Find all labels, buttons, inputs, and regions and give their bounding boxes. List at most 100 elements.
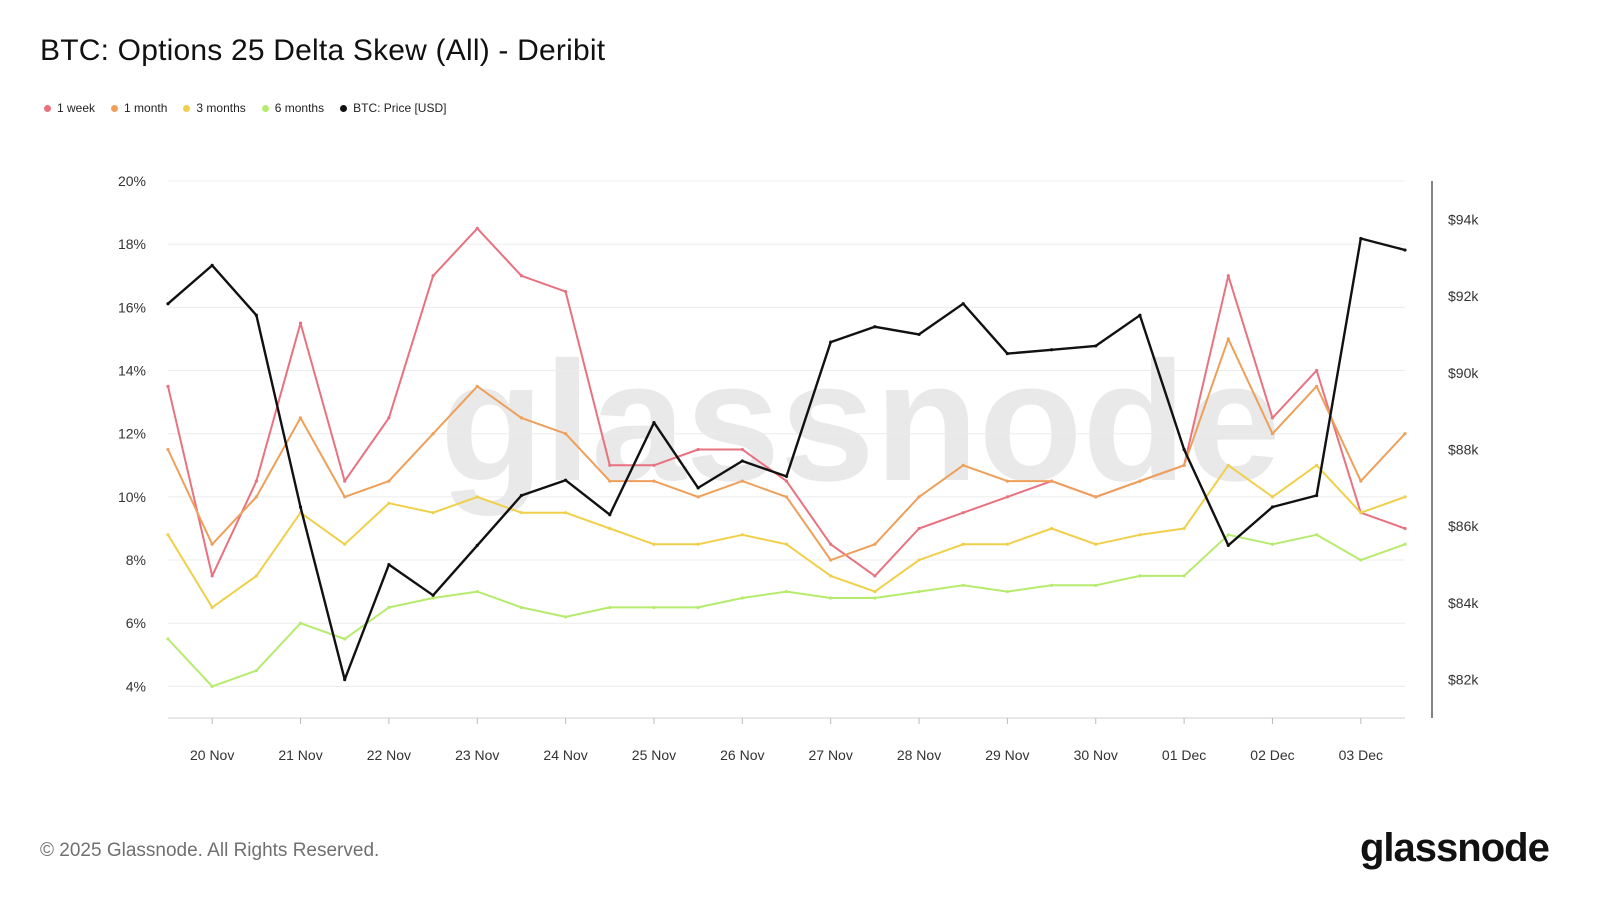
y-right-tick-label: $82k <box>1448 672 1479 688</box>
data-point-6-months <box>1315 533 1319 537</box>
data-point-1-month <box>343 495 347 499</box>
legend-dot-icon <box>261 104 269 112</box>
y-right-tick-label: $88k <box>1448 442 1479 458</box>
data-point-btc-price-usd <box>475 543 479 547</box>
legend-item-3-months[interactable]: 3 months <box>183 101 246 115</box>
data-point-btc-price-usd <box>343 678 347 682</box>
data-point-3-months <box>519 511 524 515</box>
glassnode-logo[interactable]: glassnode <box>1360 826 1550 870</box>
gridlines <box>168 180 1405 687</box>
data-point-6-months <box>475 590 479 594</box>
data-point-1-week <box>431 274 435 278</box>
legend: 1 week 1 month 3 months 6 months BTC: Pr… <box>44 101 446 115</box>
data-point-1-month <box>652 479 656 483</box>
legend-label: 3 months <box>196 101 246 115</box>
data-point-btc-price-usd <box>961 302 965 306</box>
legend-dot-icon <box>183 104 191 112</box>
data-point-1-month <box>1094 495 1098 499</box>
data-point-3-months <box>1049 526 1054 531</box>
data-point-btc-price-usd <box>1049 348 1054 352</box>
data-point-1-month <box>431 432 435 436</box>
data-point-1-month <box>475 384 479 388</box>
data-point-6-months <box>1270 542 1275 546</box>
x-tick-label: 02 Dec <box>1250 747 1294 763</box>
y-right-tick-label: $92k <box>1448 288 1479 304</box>
y-axis-right: $82k $84k $86k $88k $90k $92k $94k <box>1431 181 1479 718</box>
x-tick-label: 29 Nov <box>985 747 1029 763</box>
data-point-1-month <box>917 495 921 499</box>
series-line-6-months <box>167 533 1406 688</box>
data-point-3-months <box>254 574 258 578</box>
y-left-tick-label: 10% <box>118 489 146 505</box>
data-point-6-months <box>431 596 435 600</box>
x-tick-label: 22 Nov <box>367 747 411 763</box>
data-point-3-months <box>343 542 347 546</box>
data-point-6-months <box>1403 542 1407 546</box>
data-point-3-months <box>1094 542 1098 546</box>
data-point-1-week <box>829 542 833 546</box>
data-point-1-month <box>961 463 965 467</box>
data-point-1-week <box>652 463 656 467</box>
data-point-3-months <box>917 558 921 562</box>
data-point-btc-price-usd <box>254 313 258 317</box>
data-point-6-months <box>1359 558 1363 562</box>
data-point-6-months <box>387 605 391 610</box>
data-point-1-week <box>298 321 303 325</box>
data-point-3-months <box>1005 542 1009 546</box>
data-point-btc-price-usd <box>166 302 170 306</box>
data-point-1-week <box>917 526 921 531</box>
data-point-6-months <box>166 637 170 641</box>
x-tick-label: 01 Dec <box>1162 747 1206 763</box>
data-point-1-month <box>210 542 214 546</box>
data-point-1-month <box>1005 479 1009 483</box>
data-point-1-week <box>1315 368 1319 373</box>
y-right-tick-label: $84k <box>1448 595 1479 611</box>
legend-dot-icon <box>340 104 348 112</box>
data-point-1-week <box>696 447 700 452</box>
data-point-1-week <box>343 479 347 483</box>
data-point-1-week <box>1270 416 1275 420</box>
data-point-6-months <box>608 605 612 610</box>
data-point-6-months <box>1226 533 1230 537</box>
y-left-tick-label: 16% <box>118 299 146 315</box>
data-point-btc-price-usd <box>210 263 214 267</box>
data-point-1-month <box>1315 384 1319 388</box>
data-point-1-month <box>298 416 303 420</box>
data-point-1-month <box>564 432 568 436</box>
data-point-btc-price-usd <box>564 478 568 482</box>
legend-item-1-week[interactable]: 1 week <box>44 101 95 115</box>
data-point-6-months <box>298 621 303 625</box>
y-axis-left: 4% 6% 8% 10% 12% 14% 16% 18% 20% <box>118 173 146 694</box>
data-point-1-week <box>784 479 789 483</box>
data-point-1-month <box>1138 479 1142 483</box>
data-point-1-month <box>740 479 744 483</box>
data-point-1-month <box>1049 479 1054 483</box>
data-point-btc-price-usd <box>1359 236 1363 241</box>
data-point-1-month <box>1182 463 1186 467</box>
legend-label: 6 months <box>274 101 325 115</box>
data-point-6-months <box>1138 574 1142 578</box>
y-left-tick-label: 8% <box>126 552 146 568</box>
chart-title: BTC: Options 25 Delta Skew (All) - Derib… <box>40 34 606 67</box>
data-point-6-months <box>829 596 833 600</box>
legend-item-btc-price[interactable]: BTC: Price [USD] <box>340 101 446 115</box>
data-point-1-week <box>1005 495 1009 499</box>
data-point-6-months <box>784 590 789 594</box>
x-tick-label: 26 Nov <box>720 747 764 763</box>
y-left-tick-label: 4% <box>126 678 146 694</box>
data-point-1-week <box>475 226 479 230</box>
data-point-6-months <box>740 596 744 600</box>
data-point-1-week <box>210 574 214 578</box>
y-left-tick-label: 20% <box>118 173 146 189</box>
x-tick-label: 27 Nov <box>808 747 852 763</box>
y-left-tick-label: 18% <box>118 236 146 252</box>
data-point-1-week <box>564 289 568 294</box>
data-point-btc-price-usd <box>652 421 656 425</box>
legend-item-1-month[interactable]: 1 month <box>111 101 167 115</box>
data-point-1-month <box>166 447 170 452</box>
data-point-6-months <box>696 605 700 610</box>
x-tick-label: 28 Nov <box>897 747 941 763</box>
x-tick-label: 23 Nov <box>455 747 499 763</box>
legend-item-6-months[interactable]: 6 months <box>261 101 325 115</box>
data-point-1-month <box>1226 337 1230 341</box>
